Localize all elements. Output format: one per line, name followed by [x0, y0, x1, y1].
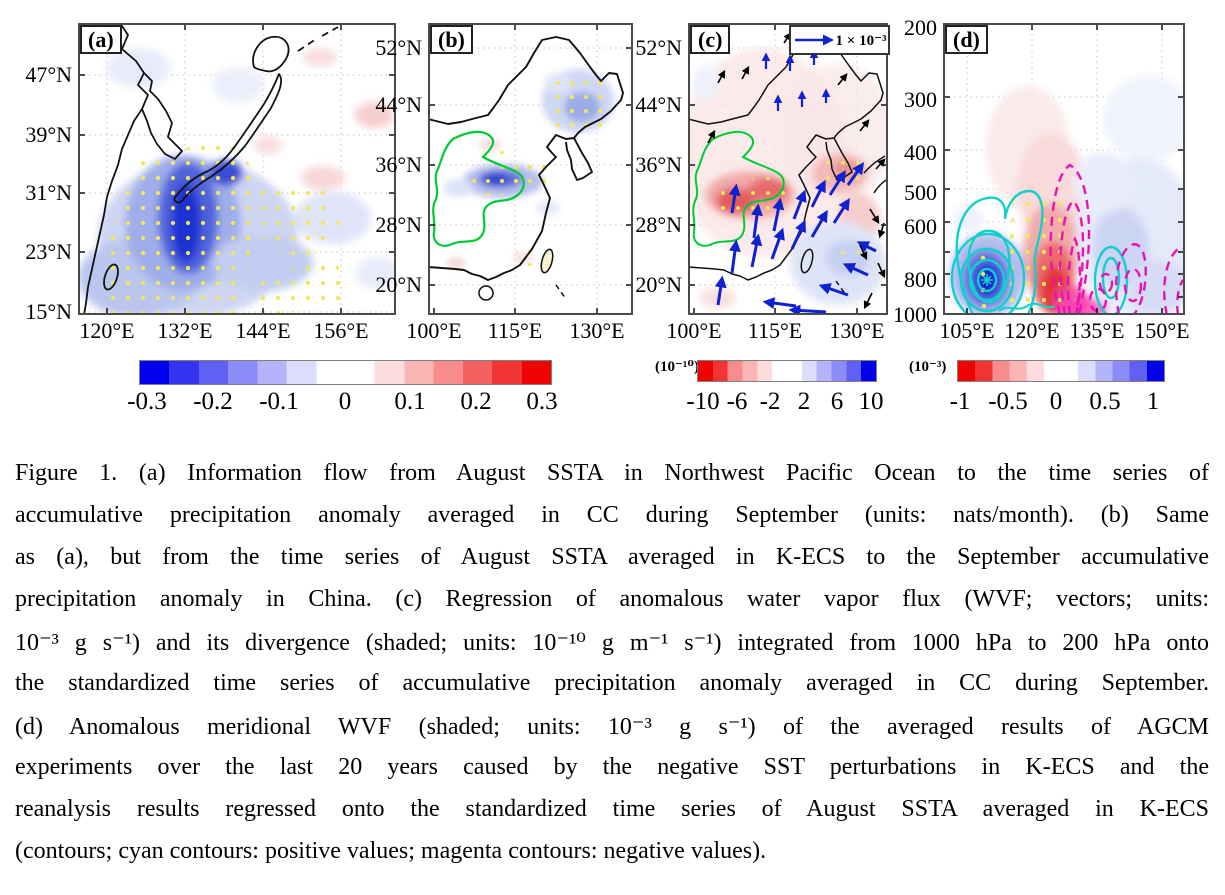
- panel-a-xtick: 144°E: [235, 318, 291, 343]
- panel-a-xtick: 120°E: [79, 318, 135, 343]
- colorbar-d-tick: 1: [1146, 388, 1160, 415]
- panel-b-label: (b): [430, 25, 473, 54]
- caption-line: 10⁻³ g s⁻¹) and its divergence (shaded; …: [15, 630, 1209, 656]
- vector-key-arrow-icon: [794, 34, 834, 46]
- coastline: [428, 36, 624, 301]
- significance-stipple-dots: [104, 141, 346, 315]
- vector-key-label: 1 × 10⁻³: [835, 32, 887, 49]
- figure-caption: Figure 1. (a) Information flow from Augu…: [15, 460, 1209, 880]
- cc-region-outline: [432, 130, 525, 247]
- coastline: [83, 23, 339, 315]
- colorbar-c-tick: -6: [726, 388, 748, 415]
- colorbar-c-tick: 2: [797, 388, 811, 415]
- panel-d-ytick: 300: [904, 87, 937, 112]
- panel-a-xtick: 156°E: [313, 318, 369, 343]
- panel-b-ytick: 36°N: [375, 152, 422, 177]
- panel-a-ytick: 31°N: [25, 180, 72, 205]
- panel-d-ytick: 200: [904, 15, 937, 40]
- panel-b-ytick: 20°N: [375, 272, 422, 297]
- panel-a-map: [78, 23, 396, 315]
- colorbar-ab-tick: 0: [338, 388, 352, 415]
- caption-line: experiments over the last 20 years cause…: [15, 754, 1209, 780]
- panel-c-xtick: 115°E: [747, 318, 803, 343]
- wvf-vectors-significant: [714, 162, 877, 315]
- panel-a-label: (a): [80, 25, 122, 54]
- panel-a-xtick: 132°E: [157, 318, 213, 343]
- panel-d-ytick: 1000: [893, 302, 937, 327]
- panel-a-ytick: 15°N: [25, 299, 72, 324]
- significance-stipple-dots: [470, 75, 610, 267]
- colorbar-d-tick: 0: [1049, 388, 1063, 415]
- colorbar-ab-tick: -0.2: [193, 388, 233, 415]
- colorbar-c-unit: (10⁻¹⁰): [655, 359, 699, 375]
- colorbar-ab-tick: 0.1: [394, 388, 426, 415]
- caption-line: (d) Anomalous meridional WVF (shaded; un…: [15, 714, 1209, 740]
- panel-c-ytick: 52°N: [635, 35, 682, 60]
- colorbar-c-tick: 6: [830, 388, 844, 415]
- panel-c-map: [688, 23, 888, 315]
- colorbar-c-tick: -10: [686, 388, 720, 415]
- colorbar-ab-tick: -0.3: [127, 388, 167, 415]
- panel-b-map: [428, 23, 633, 315]
- panel-c-xtick: 130°E: [829, 318, 885, 343]
- colorbar-c: [697, 360, 877, 382]
- caption-line: Figure 1. (a) Information flow from Augu…: [15, 460, 1209, 486]
- colorbar-d-unit: (10⁻³): [909, 359, 947, 375]
- colorbar-d-tick: -1: [949, 388, 971, 415]
- panel-b-xtick: 100°E: [406, 318, 462, 343]
- panel-d-xtick: 150°E: [1134, 318, 1190, 343]
- colorbar-ab-tick: 0.3: [526, 388, 558, 415]
- wvf-vectors-significant-small: [761, 49, 831, 111]
- panel-d-ytick: 800: [904, 267, 937, 292]
- panel-c-label: (c): [690, 25, 731, 54]
- panel-b-ytick: 44°N: [375, 92, 422, 117]
- panel-b-ytick: 28°N: [375, 212, 422, 237]
- panel-c-ytick: 20°N: [635, 272, 682, 297]
- colorbar-ab-tick: -0.1: [259, 388, 299, 415]
- colorbar-ab: [139, 360, 552, 385]
- panel-b-ytick: 52°N: [375, 35, 422, 60]
- colorbar-d-tick: 0.5: [1089, 388, 1121, 415]
- colorbar-c-tick: -2: [759, 388, 781, 415]
- panel-b-xtick: 115°E: [487, 318, 543, 343]
- panel-b-xtick: 130°E: [569, 318, 625, 343]
- panel-c-ytick: 28°N: [635, 212, 682, 237]
- caption-line: (contours; cyan contours: positive value…: [15, 838, 767, 864]
- colorbar-ab-tick: 0.2: [460, 388, 492, 415]
- colorbar-d-tick: -0.5: [988, 388, 1028, 415]
- vector-key: 1 × 10⁻³: [789, 25, 890, 55]
- panel-a-ytick: 47°N: [25, 62, 72, 87]
- caption-line: precipitation anomaly in China. (c) Regr…: [15, 586, 1209, 612]
- coastline: [688, 36, 888, 296]
- panel-a-ytick: 39°N: [25, 122, 72, 147]
- caption-line: as (a), but from the time series of Augu…: [15, 544, 1209, 570]
- panel-d-section: [943, 23, 1185, 315]
- caption-line: accumulative precipitation anomaly avera…: [15, 502, 1209, 528]
- panel-d-xtick: 120°E: [1004, 318, 1060, 343]
- caption-line: reanalysis results regressed onto the st…: [15, 796, 1209, 822]
- panel-d-label: (d): [945, 25, 988, 54]
- magenta-negative-contours: [1049, 163, 1185, 315]
- panel-d-ytick: 600: [904, 214, 937, 239]
- cc-region-outline: [692, 131, 785, 247]
- panel-a-ytick: 23°N: [25, 239, 72, 264]
- cyan-positive-contours: [950, 189, 1129, 315]
- panel-d-ytick: 400: [904, 140, 937, 165]
- panel-c-ytick: 36°N: [635, 152, 682, 177]
- panel-d-xtick: 135°E: [1069, 318, 1125, 343]
- panel-d-ytick: 500: [904, 180, 937, 205]
- caption-line: the standardized time series of accumula…: [15, 670, 1209, 696]
- colorbar-d: [957, 360, 1165, 382]
- colorbar-c-tick: 10: [858, 388, 884, 415]
- panel-d-xtick: 105°E: [939, 318, 995, 343]
- panel-c-ytick: 44°N: [635, 92, 682, 117]
- panel-c-xtick: 100°E: [666, 318, 722, 343]
